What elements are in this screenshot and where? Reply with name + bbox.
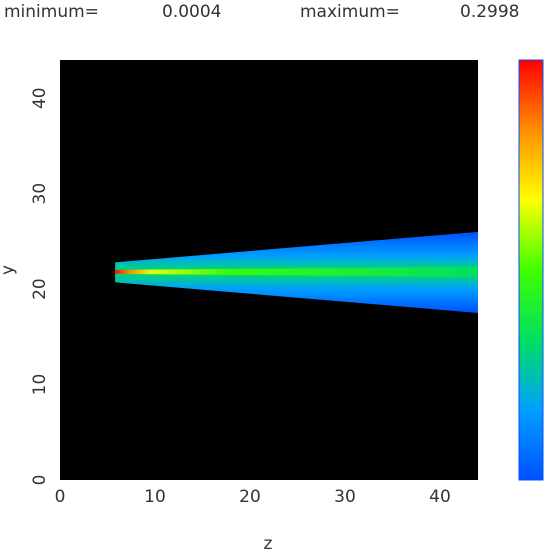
x-tick-label: 0 [55, 487, 66, 507]
x-tick-label: 10 [144, 487, 166, 507]
y-tick-label: 20 [30, 278, 50, 300]
min-value: 0.0004 [162, 2, 221, 22]
y-tick-label: 30 [30, 183, 50, 205]
x-tick-label: 20 [239, 487, 261, 507]
y-tick-label: 0 [30, 475, 50, 486]
y-tick-label: 40 [30, 87, 50, 109]
min-label: minimum= [4, 2, 99, 22]
x-tick-label: 40 [429, 487, 451, 507]
plume-core [115, 266, 478, 277]
y-tick-label: 10 [30, 374, 50, 396]
x-tick-label: 30 [334, 487, 356, 507]
max-label: maximum= [300, 2, 400, 22]
colorbar [518, 59, 544, 481]
max-value: 0.2998 [460, 2, 519, 22]
x-axis-label: z [264, 534, 273, 552]
y-axis-label: y [0, 265, 18, 275]
